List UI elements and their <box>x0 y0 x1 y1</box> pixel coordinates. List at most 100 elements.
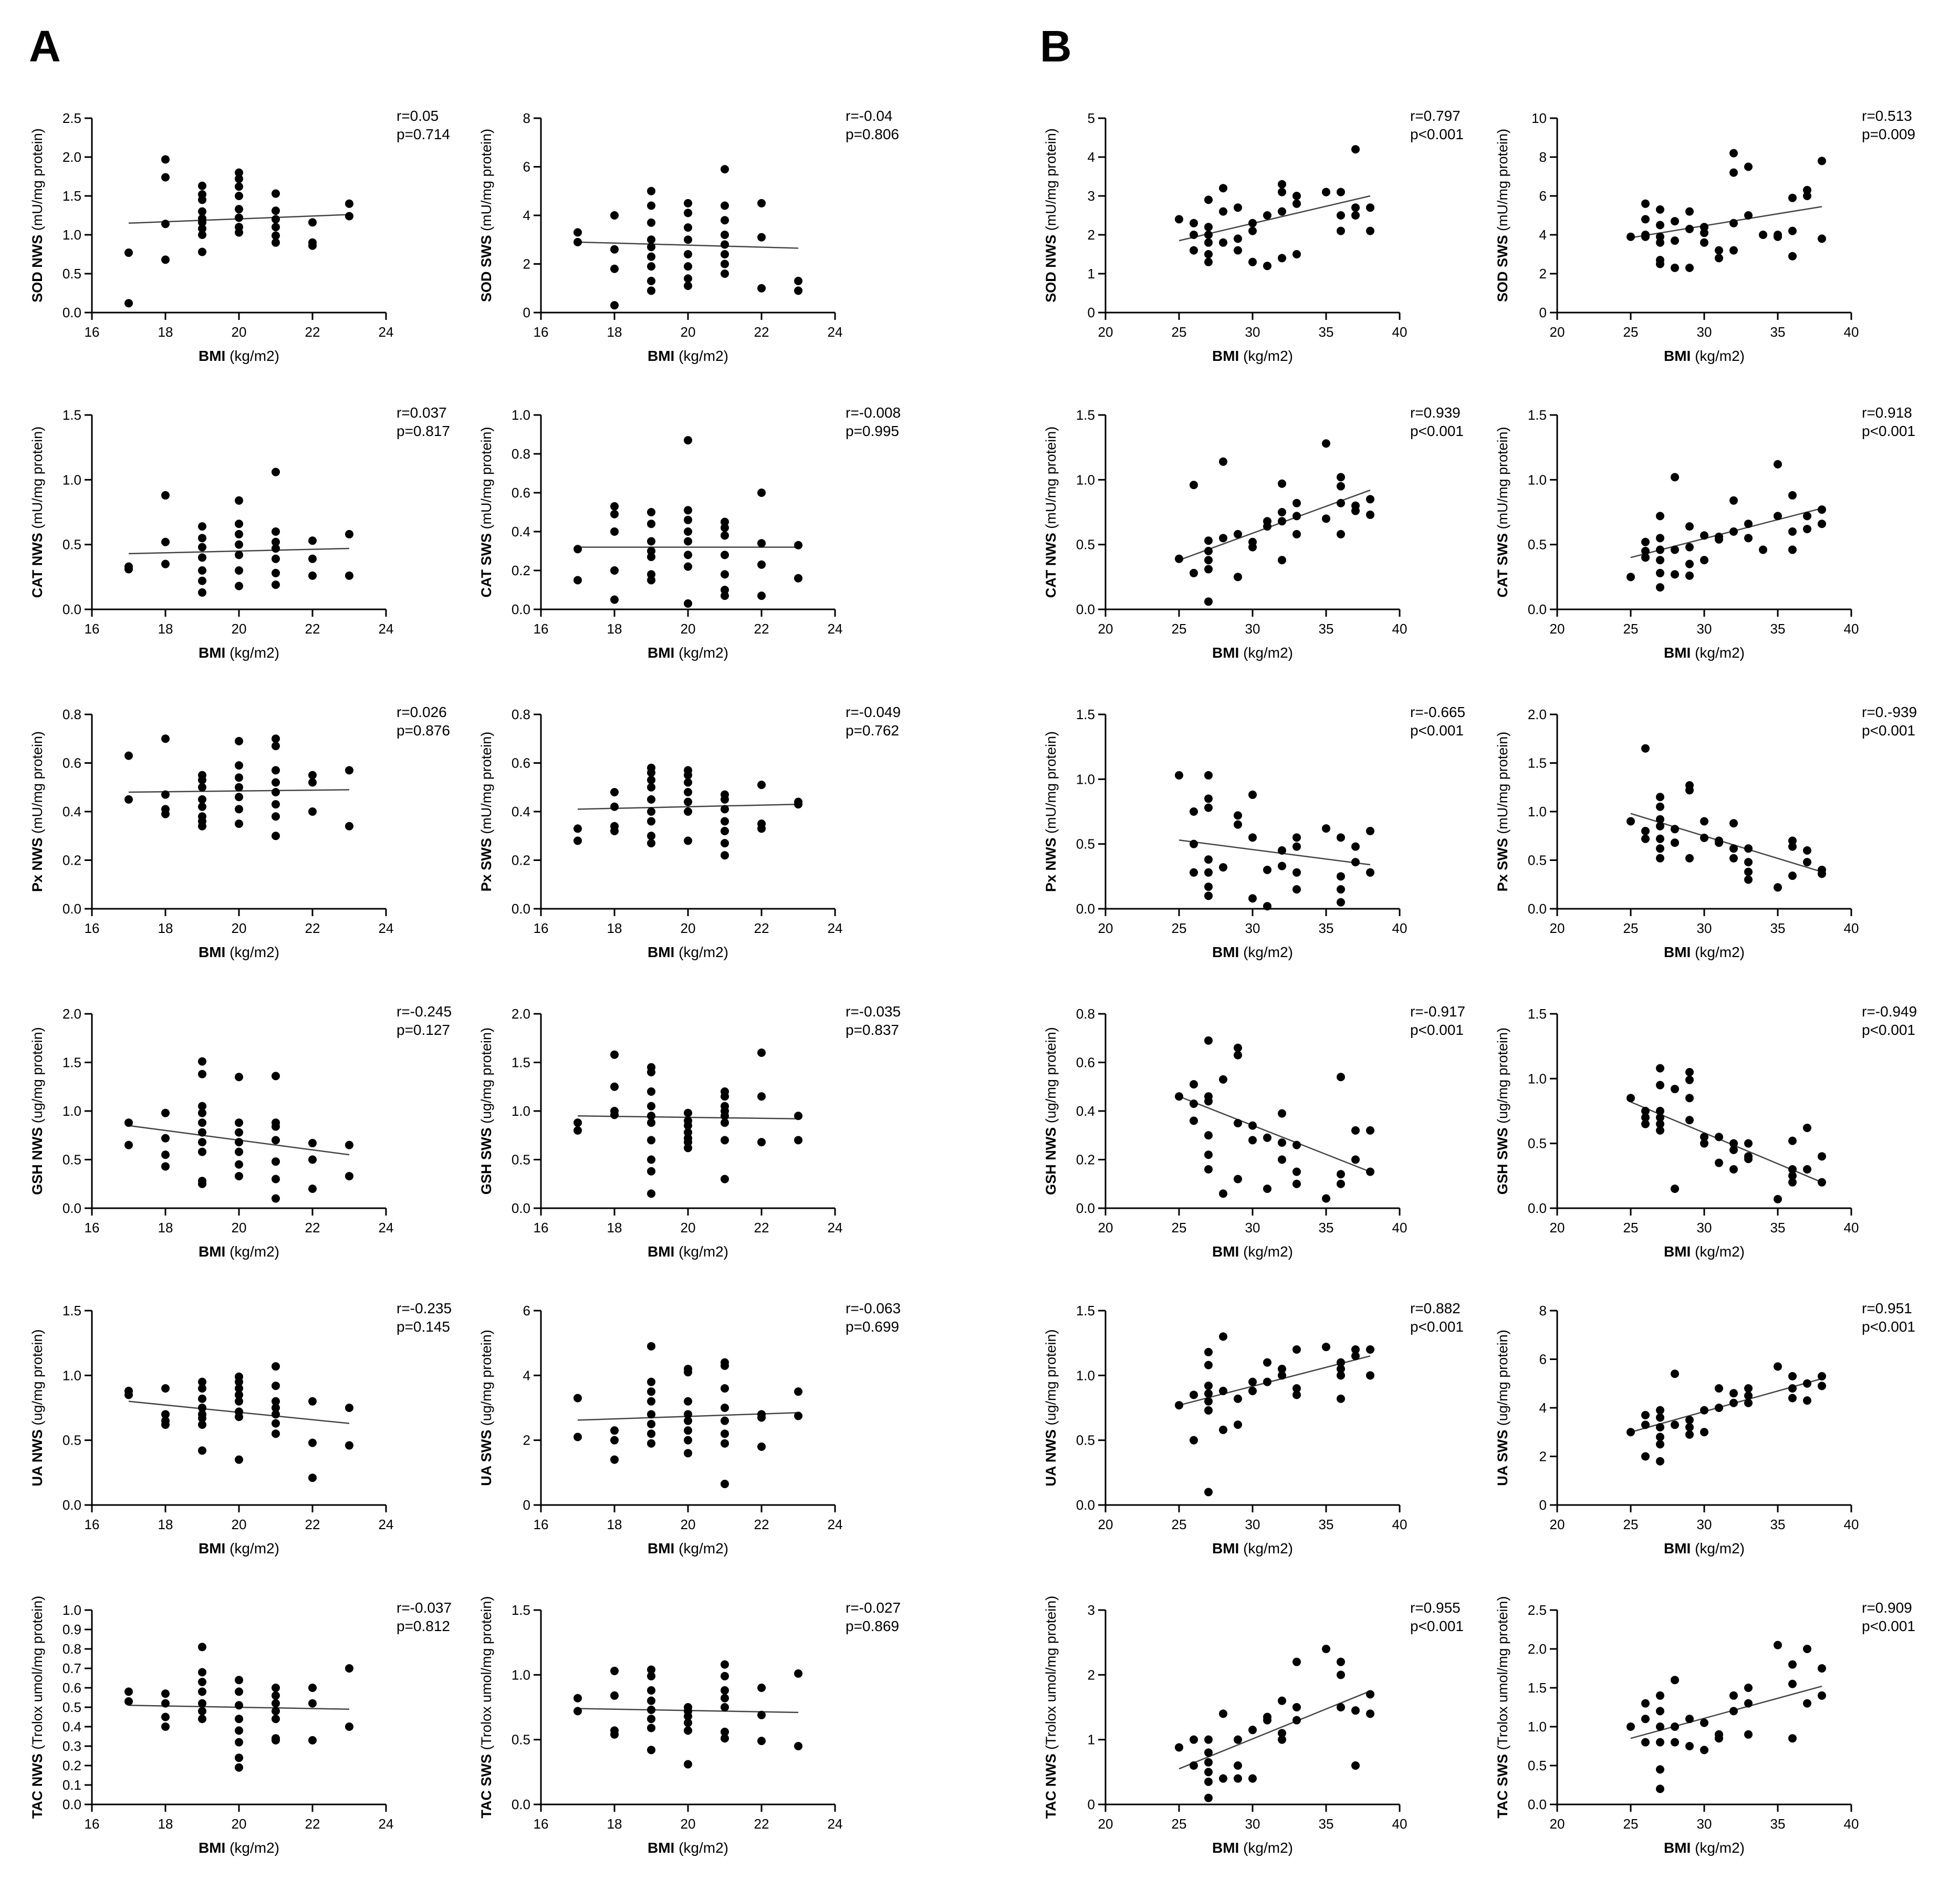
data-point <box>574 1126 582 1135</box>
stat-p: p=0.145 <box>397 1319 450 1335</box>
x-tick-label: 16 <box>534 621 549 637</box>
y-axis-label: SOD NWS (mU/mg protein) <box>29 128 45 303</box>
x-tick-label: 16 <box>534 920 549 936</box>
data-point <box>1729 1398 1738 1407</box>
data-point <box>1729 1691 1738 1700</box>
x-axis-label: BMI (kg/m2) <box>1664 1540 1745 1556</box>
data-point <box>757 591 766 600</box>
data-point <box>1234 203 1242 212</box>
x-tick-label: 35 <box>1770 920 1786 936</box>
data-point <box>198 576 206 585</box>
data-point <box>1219 1425 1227 1434</box>
data-point <box>1788 1372 1797 1381</box>
data-point <box>1366 868 1374 877</box>
data-point <box>272 1736 280 1745</box>
x-tick-label: 22 <box>305 1220 320 1236</box>
data-point <box>345 822 353 831</box>
data-point <box>647 1715 655 1724</box>
data-point <box>1671 217 1679 226</box>
y-tick-label: 1.0 <box>62 1103 81 1119</box>
data-point <box>574 545 582 554</box>
data-point <box>235 168 243 177</box>
data-point <box>1292 192 1301 200</box>
stat-r: r=-0.235 <box>397 1300 452 1316</box>
data-point <box>272 1122 280 1131</box>
stat-r: r=0.909 <box>1862 1600 1912 1616</box>
data-point <box>757 781 766 790</box>
data-point <box>610 788 619 796</box>
data-point <box>721 1703 729 1711</box>
x-axis-label: BMI (kg/m2) <box>1212 1243 1293 1260</box>
data-point <box>1671 570 1679 579</box>
y-tick-label: 0.8 <box>62 707 81 722</box>
data-point <box>684 1426 692 1435</box>
data-point <box>647 1439 655 1448</box>
stat-r: r=-0.04 <box>846 108 893 124</box>
data-point <box>1656 1738 1664 1747</box>
data-point <box>1656 1081 1664 1089</box>
x-tick-label: 16 <box>85 1220 100 1236</box>
y-tick-label: 6 <box>1539 188 1547 204</box>
data-point <box>1803 525 1811 534</box>
data-point <box>1656 1433 1664 1441</box>
data-point <box>1190 1099 1198 1108</box>
data-point <box>308 241 317 250</box>
data-point <box>1366 203 1374 212</box>
chart-20: 20 25 30 35 40 0.0 0.5 1.0 1.5 BMI (kg/m2) GSH SWS… <box>1495 1003 1917 1260</box>
data-point <box>1351 1706 1360 1715</box>
data-point <box>1685 263 1694 272</box>
data-point <box>1818 1178 1826 1187</box>
x-axis-label: BMI (kg/m2) <box>199 944 279 960</box>
data-point <box>1744 1384 1753 1393</box>
x-tick-label: 24 <box>379 1517 394 1532</box>
x-axis-label: BMI (kg/m2) <box>1664 645 1745 661</box>
y-tick-label: 0.0 <box>512 901 530 917</box>
data-point <box>1729 496 1738 505</box>
data-point <box>721 591 729 600</box>
data-point <box>345 212 353 221</box>
data-point <box>1234 1761 1242 1770</box>
x-tick-label: 20 <box>232 1517 247 1532</box>
data-point <box>161 220 170 229</box>
data-point <box>161 1162 170 1171</box>
y-tick-label: 0.2 <box>512 563 530 578</box>
data-point <box>1292 1390 1301 1399</box>
data-point <box>610 595 619 604</box>
data-point <box>721 201 729 210</box>
data-point <box>1204 1150 1213 1159</box>
data-point <box>1322 1194 1330 1203</box>
data-point <box>272 544 280 553</box>
data-point <box>574 836 582 845</box>
data-point <box>198 522 206 531</box>
x-axis-label: BMI (kg/m2) <box>648 944 728 960</box>
data-point <box>647 1112 655 1120</box>
data-point <box>794 574 802 583</box>
x-tick-label: 20 <box>1550 1816 1565 1832</box>
chart-16: 20 25 30 35 40 0.0 0.5 1.0 1.5 BMI (kg/m2) CAT SWS… <box>1495 404 1915 661</box>
data-point <box>1729 854 1738 863</box>
data-point <box>684 1121 692 1130</box>
y-tick-label: 0.5 <box>62 1152 81 1168</box>
data-point <box>1641 232 1650 241</box>
data-point <box>757 1138 766 1147</box>
y-tick-label: 0.0 <box>1076 1497 1095 1513</box>
data-point <box>1818 520 1826 528</box>
data-point <box>1685 1742 1694 1750</box>
data-point <box>721 1416 729 1425</box>
data-point <box>1656 238 1664 247</box>
data-point <box>1744 844 1753 853</box>
data-point <box>647 1155 655 1164</box>
data-point <box>721 851 729 860</box>
data-point <box>1627 573 1635 582</box>
x-tick-label: 18 <box>158 1220 173 1236</box>
data-point <box>1337 226 1345 235</box>
data-point <box>1803 1165 1811 1174</box>
chart-4: 16 18 20 22 24 0.0 0.2 0.4 0.6 0.8 1.0 BMI (kg/m2) C… <box>478 404 901 661</box>
data-point <box>198 195 206 204</box>
y-axis-label: SOD SWS (mU/mg protein) <box>1495 129 1510 302</box>
data-point <box>235 783 243 792</box>
y-tick-label: 1.5 <box>62 1055 81 1071</box>
y-tick-label: 2.0 <box>512 1006 530 1022</box>
data-point <box>198 775 206 784</box>
data-point <box>1656 545 1664 554</box>
